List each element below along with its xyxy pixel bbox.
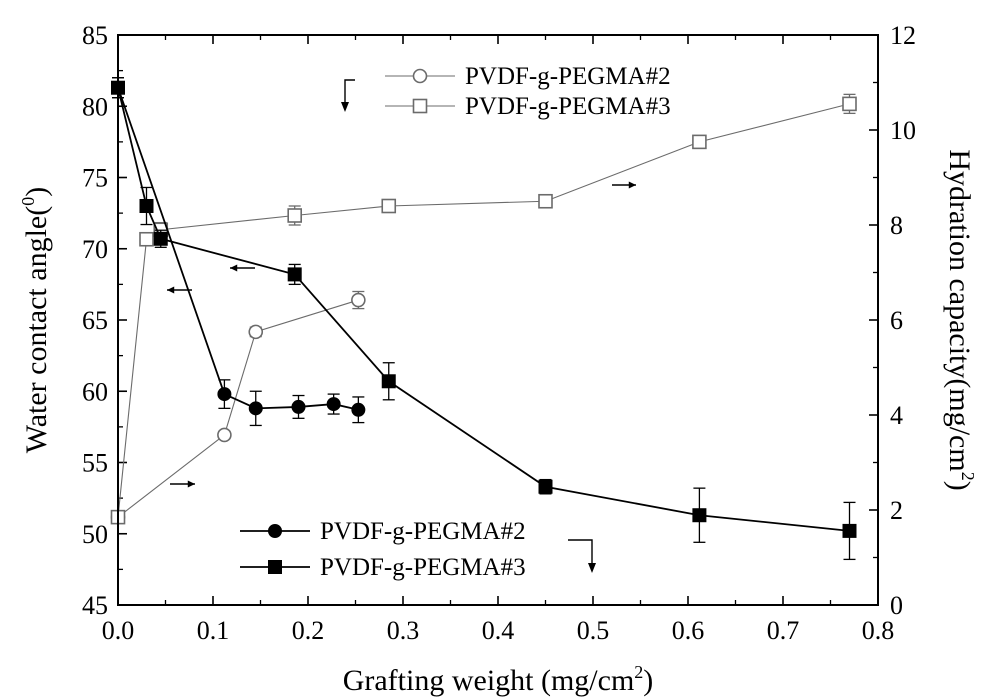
data-point: [538, 193, 553, 209]
data-point: [139, 231, 154, 247]
data-point: [842, 523, 857, 538]
y-right-tick-labels: 0 2 4 6 8 10 12: [890, 21, 916, 620]
data-point: [326, 397, 341, 412]
data-point: [139, 199, 154, 213]
legend-label: PVDF-g-PEGMA#2: [320, 518, 526, 545]
arrow-left-head: [167, 286, 175, 294]
arrow-right-head: [187, 480, 195, 488]
arrow-bent: [568, 539, 593, 565]
series-line: [117, 299, 359, 518]
arrow-left-head: [230, 264, 238, 272]
y-left-axis-title: Water contact angle(0): [18, 187, 53, 453]
x-tick-label: 0.5: [577, 616, 610, 645]
legends: PVDF-g-PEGMA#2 PVDF-g-PEGMA#3 PVDF-g-PEGMA…: [240, 63, 671, 581]
data-point: [287, 267, 302, 282]
y-left-tick-label: 60: [82, 377, 108, 406]
y-right-axis-title: Hydration capacity(mg/cm2): [943, 149, 978, 490]
series-line: [117, 87, 359, 411]
arrow-right-head: [628, 181, 636, 189]
series-line: [117, 103, 850, 518]
data-point: [153, 231, 168, 246]
data-point: [692, 508, 707, 523]
data-point: [287, 208, 303, 223]
y-left-tick-label: 75: [82, 164, 108, 193]
series-filled-circle-left: [111, 77, 366, 427]
legend-marker: [412, 68, 428, 84]
data-point: [351, 402, 366, 417]
x-axis-title: Grafting weight (mg/cm2): [343, 662, 654, 697]
y-right-tick-label: 4: [890, 401, 903, 430]
x-tick-label: 0.1: [197, 616, 230, 645]
x-tick-label: 0.8: [862, 616, 895, 645]
legend-marker: [412, 98, 428, 114]
axis-indicator-arrows: [167, 79, 636, 573]
data-point: [248, 324, 264, 340]
legend-label: PVDF-g-PEGMA#3: [320, 554, 526, 581]
y-right-tick-label: 10: [890, 116, 916, 145]
series-filled-square-left: [111, 77, 857, 561]
y-right-tick-label: 0: [890, 591, 903, 620]
x-tick-label: 0.4: [482, 616, 515, 645]
y-left-tick-label: 85: [82, 21, 108, 50]
plot-frame: [117, 34, 879, 606]
data-point: [381, 198, 397, 214]
y-left-tick-label: 70: [82, 235, 108, 264]
x-tick-label: 0.0: [102, 616, 135, 645]
data-point: [538, 479, 553, 494]
y-right-tick-label: 2: [890, 496, 903, 525]
legend-top-item-2: PVDF-g-PEGMA#3: [385, 93, 671, 120]
y-left-tick-label: 65: [82, 306, 108, 335]
arrow-bent-head: [341, 102, 349, 112]
legend-top-item-1: PVDF-g-PEGMA#2: [385, 63, 671, 90]
y-left-tick-label: 45: [82, 591, 108, 620]
series-line: [117, 87, 850, 532]
data-point: [842, 96, 857, 112]
data-point: [291, 399, 306, 414]
legend-marker: [268, 560, 282, 574]
y-left-tick-label: 50: [82, 520, 108, 549]
x-tick-label: 0.2: [292, 616, 325, 645]
data-point: [692, 134, 707, 150]
x-tick-labels: 0.0 0.1 0.2 0.3 0.4 0.5 0.6 0.7 0.8: [102, 616, 895, 645]
series-open-square-right: [110, 93, 857, 525]
x-tick-label: 0.7: [767, 616, 800, 645]
arrow-bent-head: [588, 563, 596, 573]
legend-label: PVDF-g-PEGMA#3: [465, 93, 671, 120]
y-right-tick-label: 8: [890, 211, 903, 240]
y-left-tick-label: 55: [82, 449, 108, 478]
data-point: [381, 374, 396, 389]
legend-bottom-item-2: PVDF-g-PEGMA#3: [240, 554, 526, 581]
data-point: [248, 401, 263, 416]
y-left-tick-label: 80: [82, 92, 108, 121]
legend-marker: [268, 524, 282, 538]
y-left-tick-labels: 45 50 55 60 65 70 75 80 85: [82, 21, 108, 620]
series-layer: [110, 77, 857, 561]
series-open-circle-right: [110, 290, 366, 525]
data-point: [351, 292, 366, 308]
data-point: [217, 427, 232, 443]
x-tick-label: 0.6: [672, 616, 705, 645]
y-right-tick-label: 6: [890, 306, 903, 335]
legend-bottom-item-1: PVDF-g-PEGMA#2: [240, 518, 526, 545]
x-tick-label: 0.3: [387, 616, 420, 645]
legend-label: PVDF-g-PEGMA#2: [465, 63, 671, 90]
arrow-bent: [344, 79, 355, 104]
data-point: [217, 387, 232, 402]
y-right-tick-label: 12: [890, 21, 916, 50]
